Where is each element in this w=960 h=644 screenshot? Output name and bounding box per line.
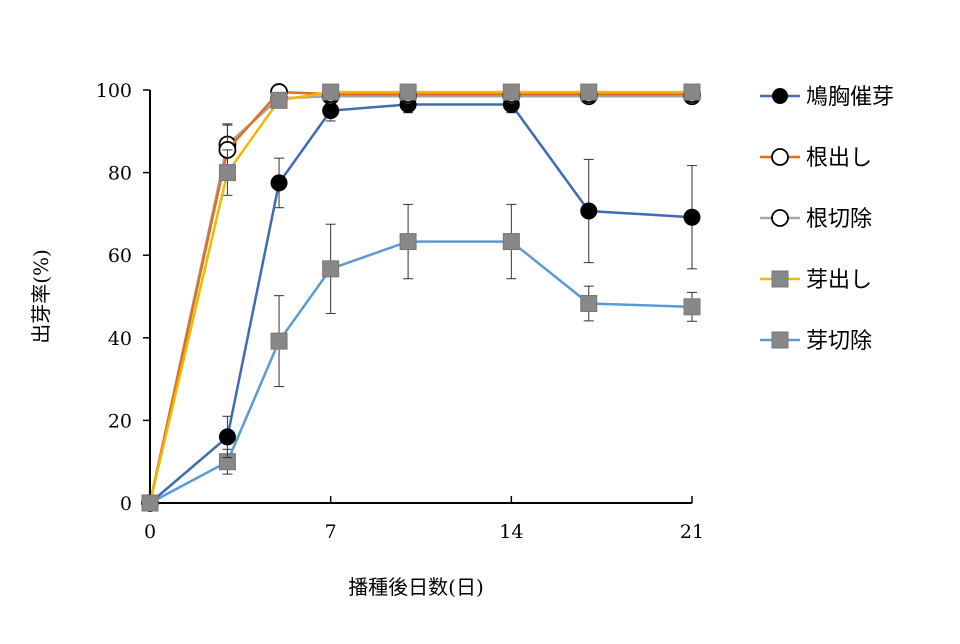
data-point	[580, 83, 598, 101]
series-line	[149, 240, 693, 505]
legend-label: 根出し	[806, 146, 872, 171]
series-line	[148, 90, 692, 504]
data-point	[218, 428, 236, 446]
data-point	[502, 83, 520, 101]
series-2	[141, 83, 701, 512]
legend-marker	[771, 209, 789, 227]
legend-item: 芽切除	[760, 329, 872, 354]
data-point	[270, 91, 288, 109]
series-line	[149, 103, 693, 504]
data-point	[270, 332, 288, 350]
y-tick-label: 80	[108, 163, 132, 185]
data-point	[218, 164, 236, 182]
legend-label: 鳩胸催芽	[806, 85, 894, 110]
data-point	[322, 83, 340, 101]
series-4	[141, 83, 701, 512]
x-tick-label: 14	[499, 521, 523, 543]
data-point	[270, 174, 288, 192]
legend-marker	[771, 331, 789, 349]
data-point	[502, 233, 520, 251]
x-axis-title: 播種後日数(日)	[348, 575, 484, 599]
legend-label: 芽切除	[806, 329, 872, 354]
legend-item: 根出し	[760, 146, 872, 171]
series-line	[148, 90, 692, 504]
x-axis-ticks: 0 7 14 21	[144, 496, 704, 543]
legend-marker	[772, 88, 788, 104]
y-tick-label: 0	[120, 493, 132, 515]
legend-marker	[771, 270, 789, 288]
legend-label: 芽出し	[806, 268, 872, 293]
legend-item: 鳩胸催芽	[760, 85, 894, 110]
x-tick-label: 0	[144, 521, 156, 543]
x-tick-label: 7	[325, 521, 337, 543]
y-tick-label: 40	[108, 328, 132, 350]
y-axis-ticks: 0 20 40 60 80 100	[96, 80, 150, 515]
plot-area: 0 20 40 60 80 100 0 7 14 21	[96, 80, 704, 543]
data-point	[141, 494, 159, 512]
legend-item: 芽出し	[760, 268, 872, 293]
data-point	[580, 295, 598, 313]
data-point	[683, 298, 701, 316]
legend-label: 根切除	[806, 207, 872, 232]
data-point	[399, 83, 417, 101]
series-layer	[141, 83, 701, 512]
data-point	[322, 260, 340, 278]
y-tick-label: 20	[108, 410, 132, 432]
series-5	[141, 203, 701, 512]
y-tick-label: 60	[108, 245, 132, 267]
data-point	[683, 208, 701, 226]
y-tick-label: 100	[96, 80, 132, 102]
x-tick-label: 21	[680, 521, 704, 543]
legend-marker	[771, 148, 789, 166]
data-point	[683, 83, 701, 101]
legend-item: 根切除	[760, 207, 872, 232]
y-axis-title: 出芽率(%)	[29, 249, 53, 344]
data-point	[399, 233, 417, 251]
series-line	[148, 94, 692, 504]
data-point	[580, 202, 598, 220]
